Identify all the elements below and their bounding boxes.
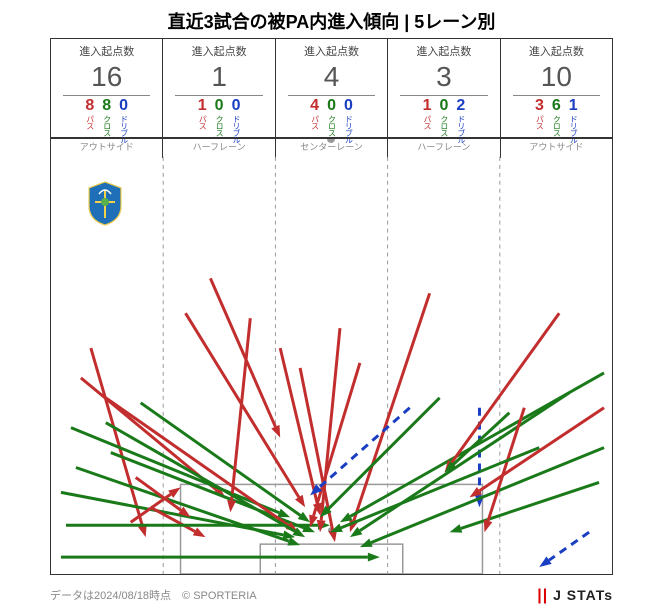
lane-breakdown: 8パス 8クロス 0ドリブル	[53, 98, 160, 143]
lane-dribble: 2ドリブル	[456, 98, 465, 143]
pitch	[50, 138, 613, 575]
lane-pass: 1パス	[198, 98, 207, 143]
lane-cross: 8クロス	[102, 98, 111, 143]
lane-stat-1: 進入起点数11パス0クロス0ドリブル	[162, 39, 274, 137]
lane-header-label: 進入起点数	[165, 43, 272, 59]
lane-header-label: 進入起点数	[278, 43, 385, 59]
lane-pass: 8パス	[85, 98, 94, 143]
lane-total: 3	[390, 61, 497, 93]
lane-breakdown: 1パス 0クロス 0ドリブル	[165, 98, 272, 143]
lane-cross: 0クロス	[215, 98, 224, 143]
lane-divider	[400, 95, 487, 96]
lane-total: 1	[165, 61, 272, 93]
lane-dribble: 0ドリブル	[344, 98, 353, 143]
lane-breakdown: 3パス 6クロス 1ドリブル	[503, 98, 610, 143]
footer-logo: || J STATs	[537, 587, 613, 605]
lane-stat-0: 進入起点数168パス8クロス0ドリブル	[50, 39, 162, 137]
lane-dribble: 0ドリブル	[119, 98, 128, 143]
chart-container: 直近3試合の被PA内進入傾向 | 5レーン別 進入起点数 16 8パス 8クロス 0ドリ…	[0, 0, 663, 611]
pitch-svg	[51, 139, 612, 574]
footer-logo-text: J STATs	[548, 587, 613, 603]
lane-stat-3: 進入起点数31パス0クロス2ドリブル	[387, 39, 499, 137]
lane-total: 4	[278, 61, 385, 93]
lane-divider	[513, 95, 600, 96]
lane-header-label: 進入起点数	[53, 43, 160, 59]
lane-total: 10	[503, 61, 610, 93]
lane-dribble: 1ドリブル	[569, 98, 578, 143]
lane-pass: 1パス	[423, 98, 432, 143]
lane-stats-header: 進入起点数168パス8クロス0ドリブル進入起点数11パス0クロス0ドリブル進入起…	[50, 38, 613, 138]
footer: データは2024/08/18時点 © SPORTERIA || J STATs	[0, 587, 663, 605]
lane-total: 16	[53, 61, 160, 93]
lane-stat-4: 進入起点数103パス6クロス1ドリブル	[500, 39, 613, 137]
lane-breakdown: 1パス 0クロス 2ドリブル	[390, 98, 497, 143]
team-badge	[85, 180, 125, 226]
footer-logo-bar: ||	[537, 587, 548, 604]
lane-header-label: 進入起点数	[390, 43, 497, 59]
lane-cross: 0クロス	[327, 98, 336, 143]
lane-stat-2: 進入起点数44パス0クロス0ドリブル	[275, 39, 387, 137]
chart-title: 直近3試合の被PA内進入傾向 | 5レーン別	[0, 0, 663, 38]
lane-cross: 0クロス	[439, 98, 448, 143]
lane-divider	[288, 95, 375, 96]
lane-cross: 6クロス	[552, 98, 561, 143]
lane-divider	[175, 95, 262, 96]
team-badge-icon	[85, 180, 125, 226]
lane-pass: 4パス	[310, 98, 319, 143]
lane-pass: 3パス	[535, 98, 544, 143]
lane-dribble: 0ドリブル	[232, 98, 241, 143]
lane-divider	[63, 95, 150, 96]
footer-credit: データは2024/08/18時点 © SPORTERIA	[50, 587, 257, 605]
lane-header-label: 進入起点数	[503, 43, 610, 59]
lane-breakdown: 4パス 0クロス 0ドリブル	[278, 98, 385, 143]
